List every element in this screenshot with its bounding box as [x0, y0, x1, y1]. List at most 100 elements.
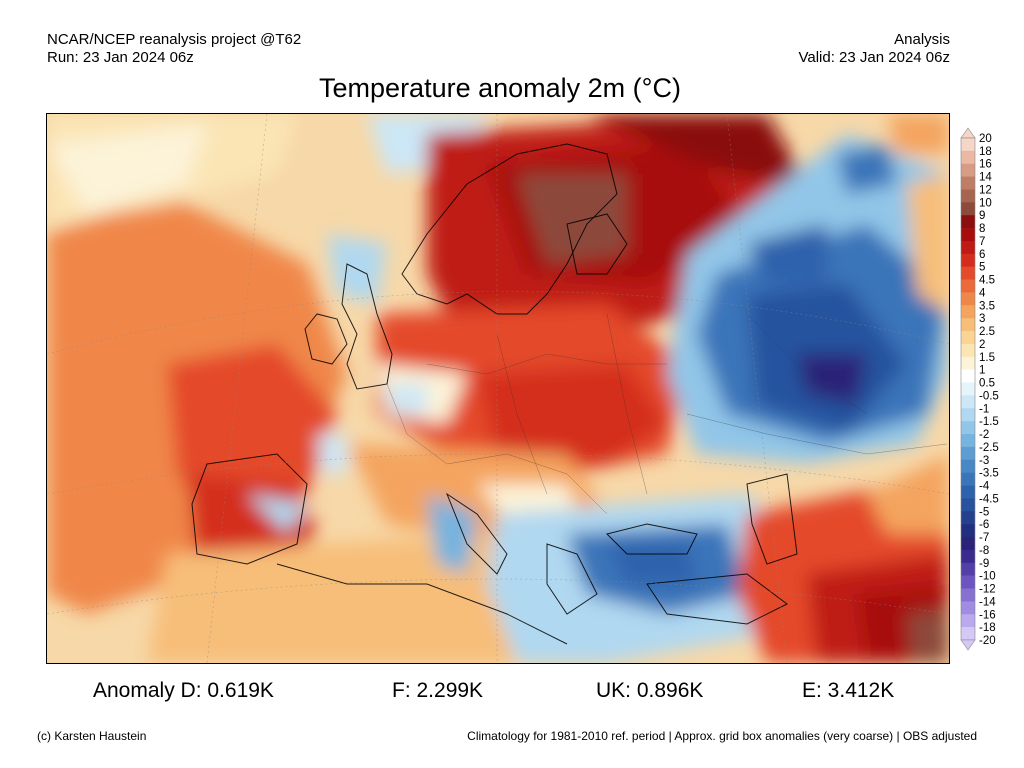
colorbar-swatch [961, 601, 975, 615]
colorbar-swatch [961, 395, 975, 409]
colorbar-tick-label: 1.5 [979, 352, 995, 364]
colorbar-tick-label: 10 [979, 197, 992, 209]
colorbar-swatch [961, 588, 975, 602]
colorbar-tick-label: 20 [979, 133, 992, 145]
colorbar-tick-label: -9 [979, 558, 989, 570]
colorbar-tick-label: 5 [979, 262, 985, 274]
colorbar-tick-label: -3 [979, 455, 989, 467]
graticule [47, 114, 949, 663]
iberia-outline [191, 453, 308, 565]
north-africa-coast [276, 563, 568, 645]
scandinavia-outline [401, 143, 618, 315]
colorbar-swatch [961, 215, 975, 229]
colorbar-swatch [961, 176, 975, 190]
colorbar-swatch [961, 627, 975, 641]
anomaly-uk-value: UK: 0.896K [596, 679, 704, 702]
colorbar-tick-label: -1 [979, 403, 989, 415]
colorbar-legend: 201816141210987654.543.532.521.510.5-0.5… [960, 127, 999, 651]
anomaly-map-canvas [47, 114, 949, 663]
colorbar-swatch [961, 138, 975, 152]
colorbar-tick-label: -6 [979, 519, 989, 531]
colorbar-swatch [961, 202, 975, 216]
colorbar-tick-label: -4 [979, 481, 990, 493]
mode-label: Analysis [894, 31, 950, 48]
colorbar-swatch [961, 498, 975, 512]
colorbar-tick-label: 4.5 [979, 275, 995, 287]
anomaly-map [46, 113, 950, 664]
credit-label: (c) Karsten Haustein [37, 729, 147, 743]
great-britain-outline [341, 263, 393, 390]
colorbar-tick-label: -8 [979, 545, 989, 557]
colorbar-swatch [961, 163, 975, 177]
colorbar-tick-label: 2.5 [979, 326, 995, 338]
colorbar-swatch [961, 408, 975, 422]
colorbar-tick-label: -18 [979, 622, 996, 634]
colorbar-swatch [961, 549, 975, 564]
colorbar-swatch [961, 189, 975, 203]
colorbar-swatch [961, 240, 975, 255]
colorbar-swatch [961, 459, 975, 473]
colorbar-tick-label: -5 [979, 506, 989, 518]
colorbar-swatch [961, 537, 975, 551]
colorbar-tick-label: -4.5 [979, 493, 999, 505]
colorbar-tick-label: -3.5 [979, 468, 999, 480]
colorbar-swatch [961, 150, 975, 165]
finland-outline [566, 213, 628, 275]
colorbar-tick-label: 2 [979, 339, 985, 351]
colorbar-swatch [961, 228, 975, 242]
footer-note: Climatology for 1981-2010 ref. period | … [467, 729, 977, 743]
colorbar-tick-label: 3 [979, 313, 985, 325]
colorbar-tick-label: -16 [979, 609, 996, 621]
colorbar-swatch [961, 356, 975, 370]
anomaly-f-value: F: 2.299K [392, 679, 484, 702]
colorbar-swatch [961, 575, 975, 589]
colorbar-tick-label: -12 [979, 584, 996, 596]
colorbar-swatch [961, 266, 975, 280]
colorbar-swatch [961, 318, 975, 332]
colorbar-tick-label: -0.5 [979, 390, 999, 402]
turkey-outline [646, 573, 788, 625]
colorbar-swatch [961, 472, 975, 486]
colorbar-swatch [961, 279, 975, 293]
colorbar-swatch [961, 421, 975, 435]
colorbar-tick-label: 12 [979, 184, 992, 196]
anomaly-d-value: Anomaly D: 0.619K [93, 679, 274, 702]
coastlines [191, 143, 798, 645]
greece-outline [546, 543, 598, 615]
borders [386, 313, 948, 515]
colorbar-tick-label: 7 [979, 236, 985, 248]
map-title: Temperature anomaly 2m (°C) [319, 73, 681, 103]
colorbar-tick-label: -1.5 [979, 416, 999, 428]
colorbar-tick-label: 0.5 [979, 378, 995, 390]
anomaly-shading [47, 114, 949, 663]
colorbar-swatch [961, 292, 975, 306]
colorbar-tick-label: 18 [979, 146, 992, 158]
colorbar-swatch [961, 446, 975, 461]
run-label: Run: 23 Jan 2024 06z [47, 49, 194, 66]
colorbar-swatch [961, 382, 975, 396]
colorbar-tick-label: 9 [979, 210, 985, 222]
colorbar-swatch [961, 562, 975, 576]
black-sea-outline [606, 523, 698, 555]
colorbar-swatch [961, 369, 975, 383]
colorbar-swatch [961, 511, 975, 525]
anomaly-e-value: E: 3.412K [802, 679, 895, 702]
colorbar-swatch [961, 331, 975, 345]
colorbar-tick-label: 1 [979, 365, 985, 377]
colorbar-tick-label: 6 [979, 249, 985, 261]
colorbar-swatch [961, 485, 975, 499]
colorbar-tick-label: -7 [979, 532, 989, 544]
colorbar-tick-label: 16 [979, 159, 992, 171]
colorbar-tick-label: -20 [979, 635, 996, 647]
colorbar-swatch [961, 253, 975, 268]
colorbar-swatch [961, 614, 975, 628]
valid-label: Valid: 23 Jan 2024 06z [798, 49, 950, 66]
colorbar-swatch [961, 343, 975, 358]
colorbar-tick-label: -2 [979, 429, 989, 441]
colorbar-tick-label: 3.5 [979, 300, 995, 312]
colorbar-tick-label: -2.5 [979, 442, 999, 454]
colorbar-tick-label: 8 [979, 223, 985, 235]
colorbar-tick-label: -10 [979, 571, 996, 583]
colorbar-swatch [961, 305, 975, 319]
colorbar-swatch [961, 524, 975, 538]
